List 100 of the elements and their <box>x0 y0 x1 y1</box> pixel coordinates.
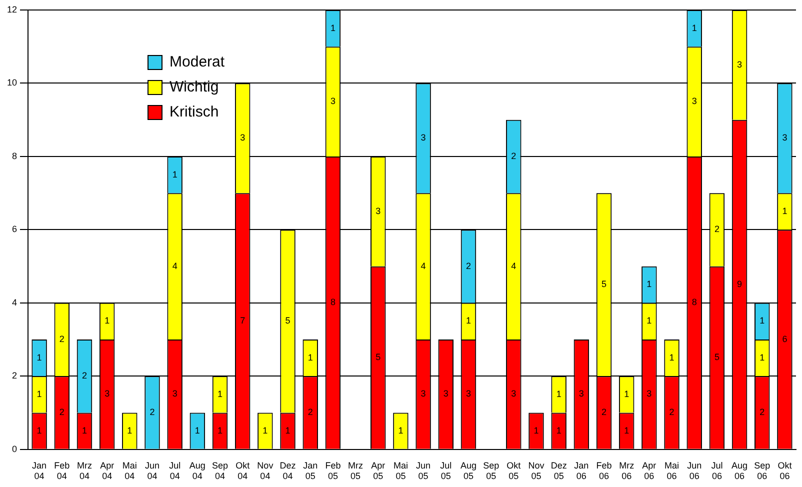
data-label: 1 <box>308 352 313 362</box>
data-label: 1 <box>82 425 87 436</box>
data-label: 2 <box>669 407 674 418</box>
data-label: 3 <box>737 59 742 70</box>
data-label: 1 <box>36 388 42 399</box>
x-tick-label: Feb 05 <box>325 460 341 482</box>
data-label: 1 <box>218 388 223 399</box>
data-label: 1 <box>760 352 765 362</box>
data-label: 1 <box>330 22 336 33</box>
data-label: 4 <box>172 260 178 271</box>
data-label: 1 <box>127 425 132 436</box>
data-label: 1 <box>782 206 788 216</box>
x-tick-label: Jun 06 <box>687 460 702 482</box>
legend-label: Wichtig <box>170 78 219 96</box>
x-tick-label: Feb 04 <box>54 460 70 482</box>
x-tick-label: Mai 06 <box>664 460 680 482</box>
data-label: 1 <box>556 425 562 436</box>
data-label: 2 <box>760 407 765 418</box>
x-tick-label: Nov 04 <box>257 460 274 482</box>
data-label: 3 <box>240 132 246 143</box>
data-label: 3 <box>420 388 426 399</box>
y-tick-label: 6 <box>12 224 18 234</box>
data-label: 5 <box>376 352 381 362</box>
x-tick-label: Aug 05 <box>460 460 476 482</box>
data-label: 1 <box>646 279 652 290</box>
data-label: 8 <box>692 297 697 308</box>
x-tick-label: Sep 05 <box>483 460 500 482</box>
data-label: 1 <box>624 388 630 399</box>
data-label: 1 <box>262 425 268 436</box>
legend-label: Moderat <box>170 54 226 71</box>
x-tick-label: Jan 04 <box>32 460 47 482</box>
data-label: 5 <box>601 279 607 290</box>
x-tick-label: Jan 05 <box>303 460 318 482</box>
data-label: 3 <box>646 388 652 399</box>
data-label: 2 <box>59 334 64 344</box>
x-tick-label: Aug 04 <box>189 460 206 482</box>
data-label: 9 <box>737 278 742 289</box>
data-label: 1 <box>36 352 42 362</box>
x-tick-label: Nov 05 <box>528 460 545 482</box>
data-label: 3 <box>104 388 110 399</box>
x-tick-label: Feb 06 <box>596 460 612 482</box>
x-tick-label: Dez 05 <box>550 460 568 482</box>
data-label: 3 <box>466 388 471 399</box>
data-label: 2 <box>714 224 720 234</box>
x-tick-label: Jul 05 <box>440 460 452 482</box>
data-label: 1 <box>398 425 404 436</box>
data-label: 2 <box>150 407 155 418</box>
data-label: 5 <box>285 316 290 326</box>
x-tick-label: Sep 06 <box>754 460 770 482</box>
data-label: 3 <box>511 388 516 399</box>
data-label: 3 <box>578 388 584 399</box>
data-label: 3 <box>376 206 381 216</box>
data-label: 3 <box>443 388 448 399</box>
data-label: 4 <box>511 260 516 271</box>
data-label: 3 <box>692 96 697 106</box>
data-label: 3 <box>172 388 178 399</box>
data-label: 1 <box>669 352 674 362</box>
data-label: 7 <box>240 315 246 326</box>
x-tick-label: Jan 06 <box>574 460 589 482</box>
data-label: 2 <box>511 150 516 161</box>
legend-label: Kritisch <box>170 104 219 121</box>
x-tick-label: Apr 05 <box>371 460 386 482</box>
data-label: 1 <box>534 425 539 436</box>
data-label: 1 <box>692 22 697 33</box>
data-label: 1 <box>36 425 42 436</box>
data-label: 3 <box>420 132 426 143</box>
data-label: 1 <box>760 316 765 326</box>
y-tick-label: 12 <box>6 4 18 14</box>
y-tick-label: 4 <box>12 297 18 308</box>
x-tick-label: Jun 05 <box>416 460 431 482</box>
data-label: 3 <box>782 132 788 143</box>
data-label: 1 <box>624 425 630 436</box>
x-tick-label: Apr 06 <box>642 460 656 482</box>
x-tick-label: Okt 04 <box>236 460 250 482</box>
data-label: 6 <box>782 334 788 344</box>
data-label: 1 <box>556 388 562 399</box>
x-tick-label: Apr 04 <box>100 460 114 482</box>
data-label: 1 <box>466 316 471 326</box>
x-tick-label: Okt 06 <box>778 460 792 482</box>
data-label: 2 <box>466 260 471 271</box>
x-tick-label: Okt 05 <box>506 460 522 482</box>
x-tick-label: Mrz 05 <box>348 460 364 482</box>
x-tick-label: Mrz 06 <box>619 460 635 482</box>
x-tick-label: Mai 04 <box>122 460 137 482</box>
data-label: 8 <box>330 297 336 308</box>
data-label: 3 <box>330 96 336 106</box>
x-tick-label: Mai 05 <box>393 460 408 482</box>
data-label: 1 <box>218 425 223 436</box>
y-tick-label: 2 <box>12 370 18 381</box>
data-label: 4 <box>420 260 426 271</box>
data-label: 2 <box>601 407 607 418</box>
x-tick-label: Jul 06 <box>711 460 723 482</box>
data-label: 2 <box>82 370 87 381</box>
y-tick-label: 10 <box>6 78 18 88</box>
x-tick-label: Dez 04 <box>280 460 296 482</box>
data-label: 2 <box>59 407 64 418</box>
data-label: 1 <box>104 316 110 326</box>
data-label: 1 <box>172 169 178 180</box>
x-tick-label: Jun 04 <box>144 460 160 482</box>
x-tick-label: Mrz 04 <box>76 460 92 482</box>
